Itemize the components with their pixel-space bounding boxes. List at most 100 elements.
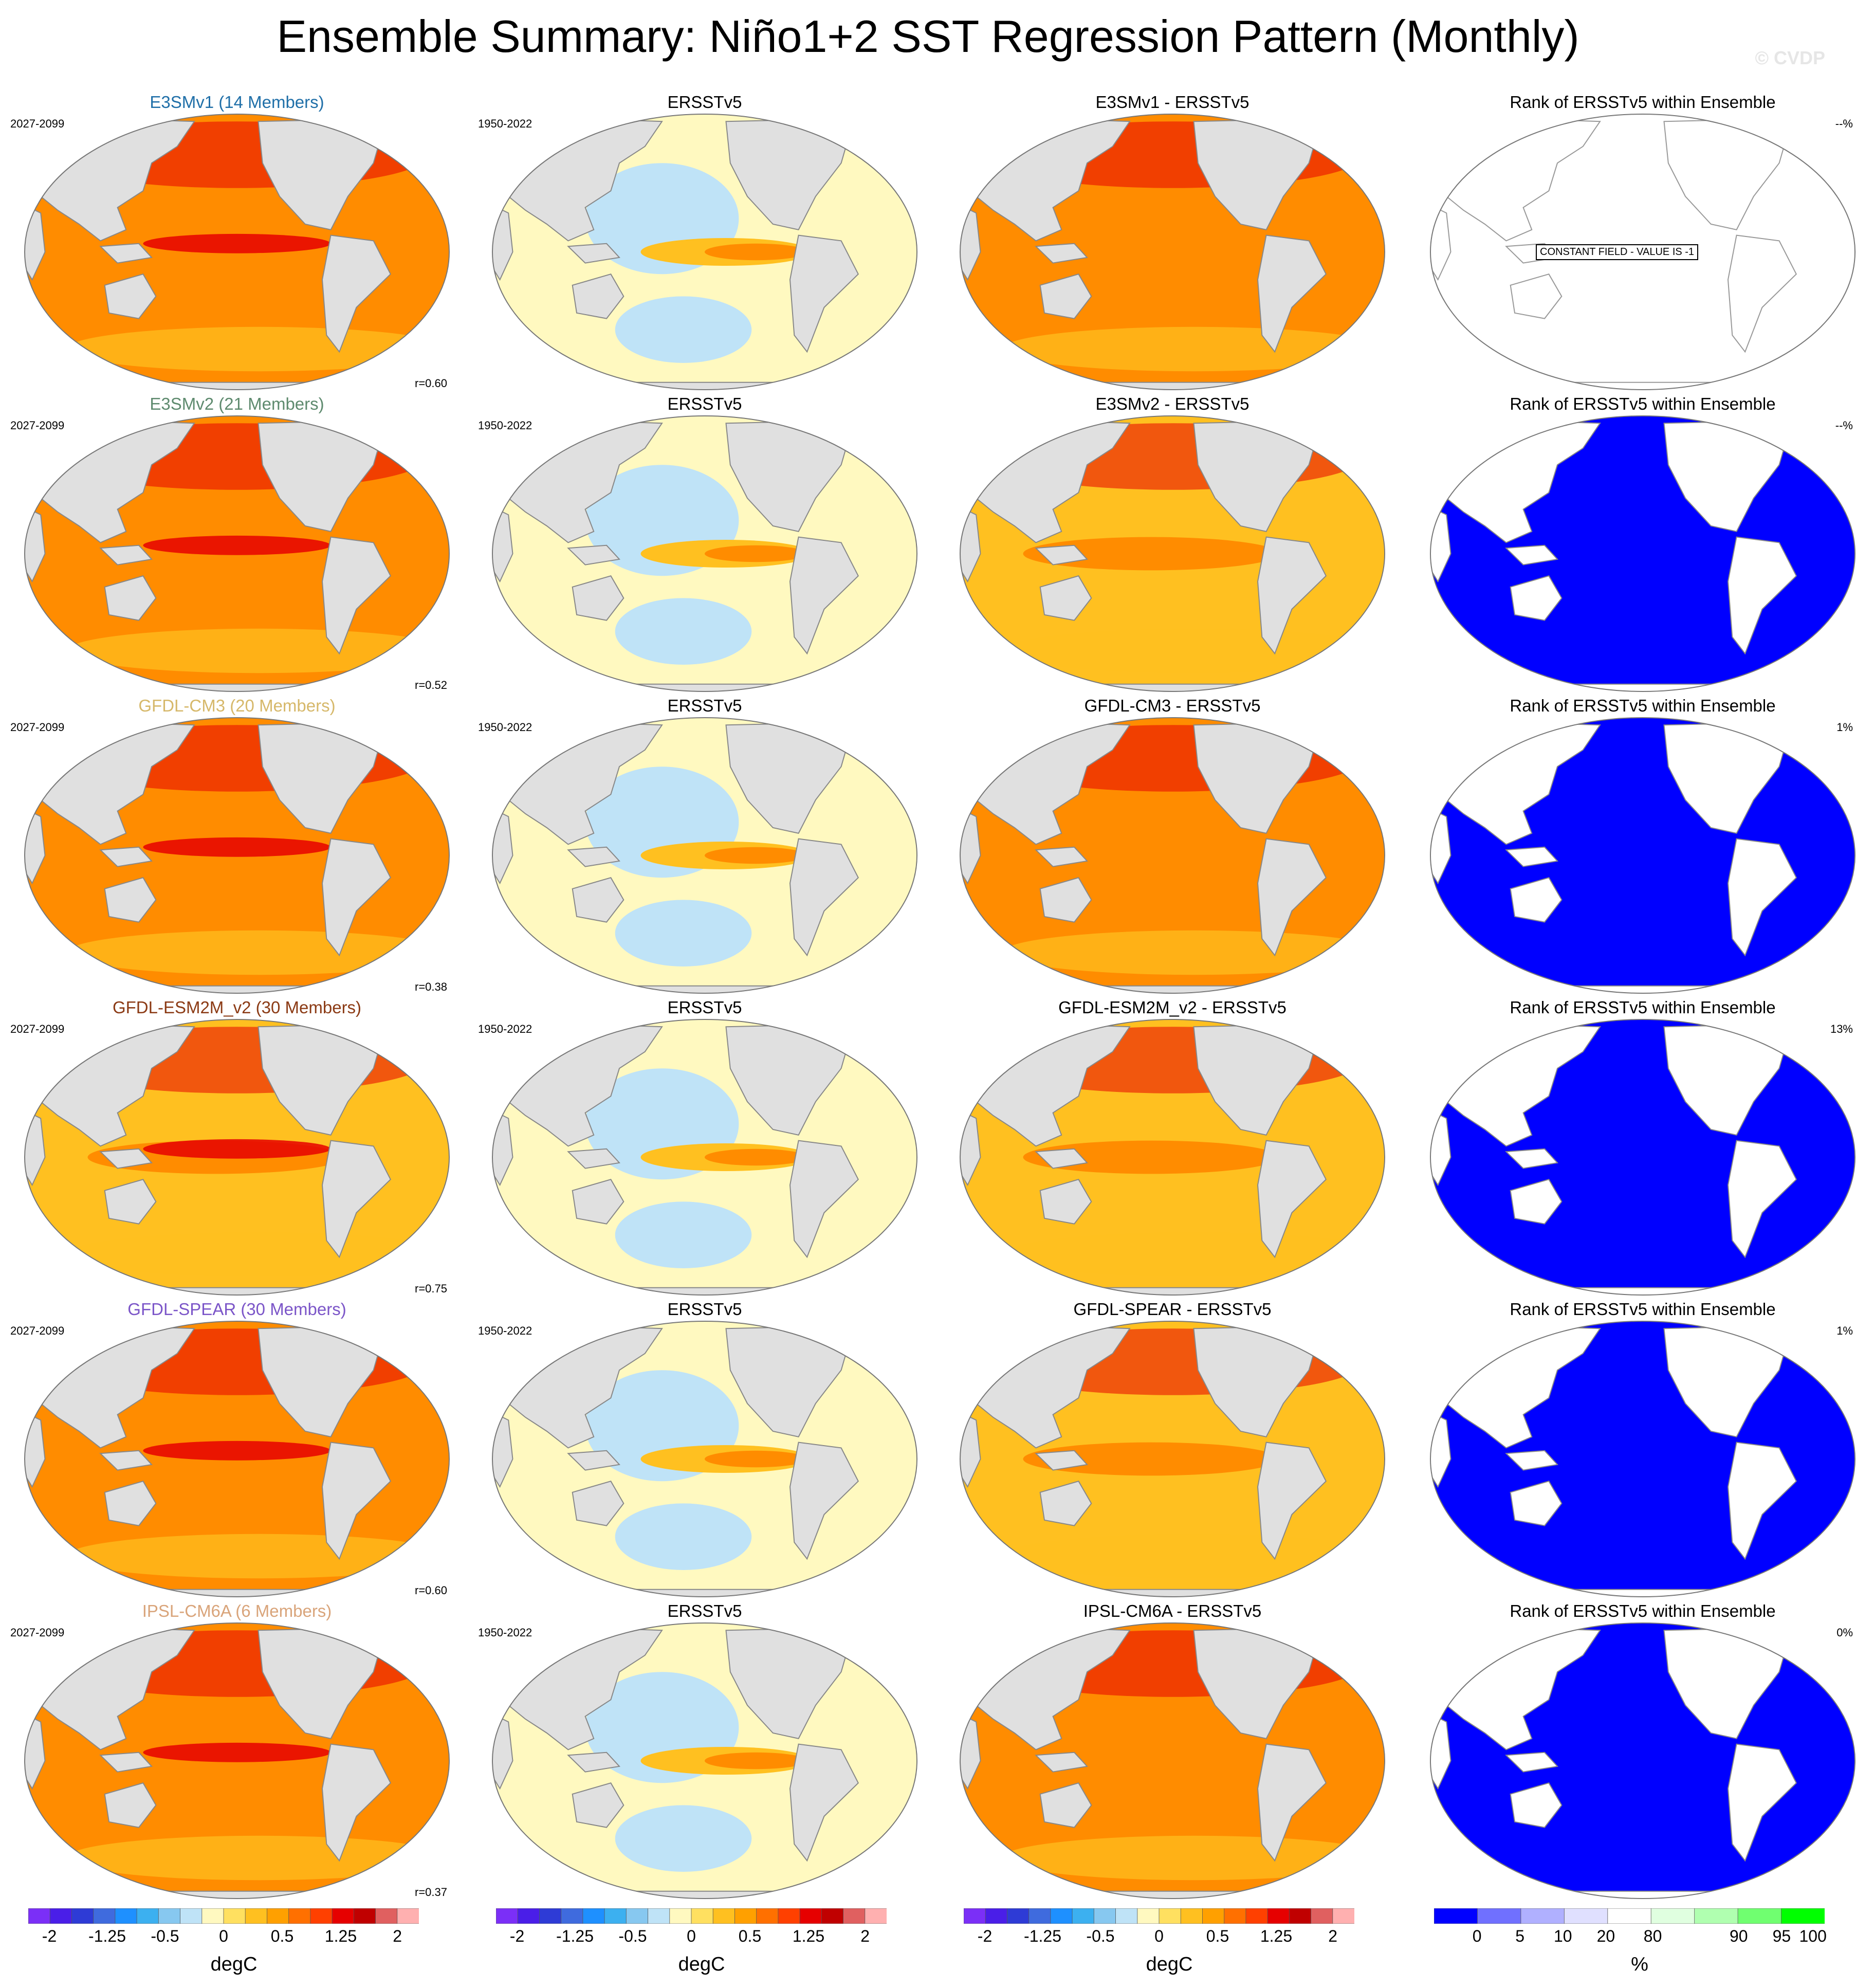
rank-panel: Rank of ERSSTv5 within Ensemble 13%: [1411, 998, 1856, 1300]
period-label: 1950-2022: [478, 117, 532, 130]
map-diff: [941, 1318, 1404, 1600]
colorbar-tick-label: 2: [860, 1927, 870, 1945]
rank-percent: 1%: [1836, 721, 1853, 734]
panel-grid: E3SMv1 (14 Members) 2027-2099 r=0.60 ERSSTv…: [0, 93, 1856, 1899]
colorbar-swatch: [1564, 1908, 1608, 1924]
colorbar-tick-label: 1.25: [324, 1927, 357, 1945]
panel-title: ERSSTv5: [667, 696, 742, 715]
colorbar-swatch: [158, 1908, 181, 1924]
colorbar-unit: degC: [1146, 1954, 1193, 1975]
colorbar-swatch: [1332, 1908, 1354, 1924]
pattern-correlation: r=0.37: [415, 1886, 447, 1899]
colorbar-swatch: [843, 1908, 866, 1924]
colorbar-tick-label: 1.25: [792, 1927, 825, 1945]
colorbar-swatch: [1289, 1908, 1312, 1924]
colorbar-unit: degC: [210, 1954, 258, 1975]
colorbar-tick-label: -2: [509, 1927, 525, 1945]
rank-percent: 13%: [1830, 1023, 1853, 1035]
panel-title: GFDL-SPEAR (30 Members): [127, 1300, 346, 1319]
pattern-correlation: r=0.60: [415, 377, 447, 390]
colorbar-tick-label: -2: [977, 1927, 993, 1945]
map-rank: [1411, 413, 1856, 695]
colorbar-swatch: [1434, 1908, 1478, 1924]
panel-title: ERSSTv5: [667, 1300, 742, 1319]
map-diff: [941, 111, 1404, 393]
colorbar-tick-label: -1.25: [1024, 1927, 1061, 1945]
model-panel: E3SMv2 (21 Members) 2027-2099 r=0.52: [5, 394, 469, 696]
map-obs: [473, 1620, 936, 1902]
period-label: 2027-2099: [10, 721, 65, 734]
colorbar-swatch: [353, 1908, 376, 1924]
map-model: [5, 1318, 469, 1600]
model-panel: GFDL-SPEAR (30 Members) 2027-2099 r=0.60: [5, 1300, 469, 1601]
rank-panel: Rank of ERSSTv5 within Ensemble 1%: [1411, 696, 1856, 998]
colorbar-swatch: [201, 1908, 224, 1924]
colorbar-tick-label: 100: [1799, 1927, 1827, 1945]
period-label: 2027-2099: [10, 419, 65, 432]
map-model: [5, 1016, 469, 1298]
panel-title: Rank of ERSSTv5 within Ensemble: [1510, 394, 1776, 413]
colorbar-swatch: [397, 1908, 419, 1924]
colorbar-tick-label: 0: [1154, 1927, 1164, 1945]
colorbar-tick-label: 80: [1643, 1927, 1662, 1945]
map-rank: [1411, 1016, 1856, 1298]
colorbar-swatch: [648, 1908, 670, 1924]
panel-title: Rank of ERSSTv5 within Ensemble: [1510, 1601, 1776, 1620]
panel-title: Rank of ERSSTv5 within Ensemble: [1510, 93, 1776, 112]
period-label: 1950-2022: [478, 1023, 532, 1035]
map-rank: [1411, 1620, 1856, 1902]
rank-percent: 1%: [1836, 1324, 1853, 1337]
period-label: 2027-2099: [10, 117, 65, 130]
colorbar-swatch: [28, 1908, 51, 1924]
constant-field-note: CONSTANT FIELD - VALUE IS -1: [1536, 244, 1699, 260]
colorbar-swatch: [1607, 1908, 1652, 1924]
panel-title: IPSL-CM6A (6 Members): [142, 1601, 332, 1620]
colorbar-swatch: [1050, 1908, 1073, 1924]
colorbar-swatch: [223, 1908, 246, 1924]
period-label: 2027-2099: [10, 1324, 65, 1337]
colorbar-tick-label: -1.25: [88, 1927, 126, 1945]
obs-panel: ERSSTv5 1950-2022: [473, 394, 936, 696]
colorbar-tick-label: -1.25: [556, 1927, 594, 1945]
map-model: [5, 715, 469, 996]
colorbar-unit: degC: [678, 1954, 725, 1975]
colorbar-tick-label: 5: [1515, 1927, 1525, 1945]
rank-percent: 0%: [1836, 1626, 1853, 1639]
watermark: © CVDP: [1755, 47, 1825, 68]
model-panel: IPSL-CM6A (6 Members) 2027-2099 r=0.37: [5, 1601, 469, 1903]
colorbar-swatch: [1115, 1908, 1138, 1924]
colorbar-tick-label: 0.5: [738, 1927, 762, 1945]
panel-title: E3SMv2 (21 Members): [150, 394, 324, 413]
panel-title: Rank of ERSSTv5 within Ensemble: [1510, 1300, 1776, 1319]
panel-title: E3SMv1 - ERSSTv5: [1095, 93, 1249, 112]
colorbar-swatch: [1245, 1908, 1269, 1924]
model-panel: GFDL-CM3 (20 Members) 2027-2099 r=0.38: [5, 696, 469, 998]
panel-title: GFDL-CM3 (20 Members): [138, 696, 336, 715]
colorbar-tick-label: -0.5: [1086, 1927, 1115, 1945]
panel-title: GFDL-ESM2M_v2 - ERSSTv5: [1058, 998, 1287, 1017]
page-title: Ensemble Summary: Niño1+2 SST Regression…: [277, 11, 1579, 62]
obs-panel: ERSSTv5 1950-2022: [473, 1300, 936, 1601]
colorbar-unit: %: [1631, 1954, 1648, 1975]
obs-panel: ERSSTv5 1950-2022: [473, 998, 936, 1300]
map-obs: [473, 111, 936, 393]
map-constant: [1411, 111, 1856, 393]
model-panel: E3SMv1 (14 Members) 2027-2099 r=0.60: [5, 93, 469, 394]
panel-title: E3SMv2 - ERSSTv5: [1095, 394, 1249, 413]
colorbar-swatch: [1311, 1908, 1333, 1924]
colorbar-swatch: [517, 1908, 540, 1924]
map-obs: [473, 1318, 936, 1600]
colorbar-swatch: [1137, 1908, 1160, 1924]
panel-title: Rank of ERSSTv5 within Ensemble: [1510, 998, 1776, 1017]
map-model: [5, 413, 469, 695]
colorbar-tick-label: 2: [1328, 1927, 1338, 1945]
colorbar-swatch: [136, 1908, 159, 1924]
rank-panel: Rank of ERSSTv5 within Ensemble --%: [1411, 394, 1856, 696]
colorbar-swatch: [375, 1908, 398, 1924]
colorbar-swatch: [332, 1908, 355, 1924]
obs-panel: ERSSTv5 1950-2022: [473, 1601, 936, 1903]
obs-panel: ERSSTv5 1950-2022: [473, 93, 936, 394]
colorbar-swatch: [604, 1908, 627, 1924]
colorbar-swatch: [180, 1908, 203, 1924]
colorbar-tick-label: 10: [1554, 1927, 1572, 1945]
